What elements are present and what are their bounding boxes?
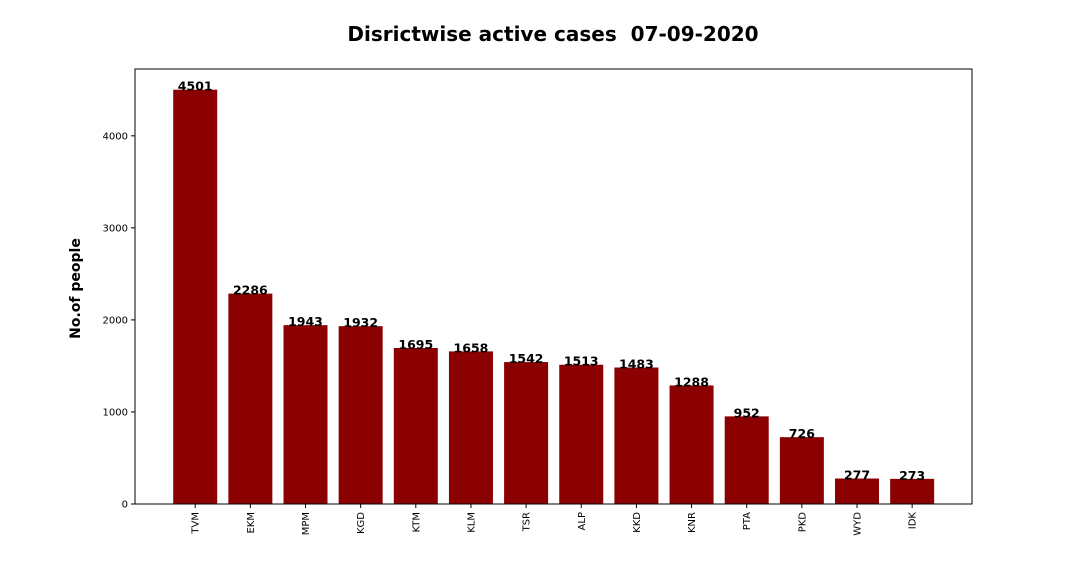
x-tick-label-ktm: KTM: [411, 512, 422, 533]
bar-value-label-tvm: 4501: [178, 79, 213, 94]
bar-value-label-klm: 1658: [454, 340, 489, 355]
bar-value-label-tsr: 1542: [509, 351, 544, 366]
x-tick-label-kgd: KGD: [356, 512, 367, 534]
bar-knr: [669, 385, 714, 504]
x-tick-label-knr: KNR: [687, 512, 698, 533]
x-tick-label-pkd: PKD: [797, 512, 808, 533]
bar-value-label-mpm: 1943: [288, 314, 323, 329]
bar-value-label-knr: 1288: [674, 374, 709, 389]
bar-tvm: [173, 89, 218, 504]
bar-value-label-pta: 952: [734, 405, 760, 420]
y-tick-label: 4000: [103, 131, 128, 142]
x-tick-label-ekm: EKM: [246, 512, 257, 534]
bar-value-label-idk: 273: [899, 468, 925, 483]
y-tick-label: 1000: [103, 407, 128, 418]
bar-ekm: [228, 293, 273, 504]
bar-klm: [448, 351, 493, 504]
bars-group: [173, 89, 935, 504]
x-tick-label-klm: KLM: [466, 512, 477, 533]
bar-kgd: [338, 326, 383, 504]
bar-value-label-pkd: 726: [789, 426, 815, 441]
x-tick-label-wyd: WYD: [853, 512, 864, 536]
x-tick-label-tvm: TVM: [191, 512, 202, 535]
plot-frame: [134, 68, 973, 505]
bar-kkd: [614, 367, 659, 504]
bar-labels-group: 4501 2286 1943 1932 1695 1658 1542 1513 1483 1288…: [178, 79, 925, 483]
bar-ktm: [393, 347, 438, 504]
bar-idk: [890, 478, 935, 504]
bar-wyd: [835, 478, 879, 504]
bar-value-label-alp: 1513: [564, 354, 599, 369]
x-tick-label-pta: PTA: [742, 512, 753, 530]
bar-tsr: [504, 362, 549, 504]
chart-title: Disrictwise active cases 07-09-2020: [347, 22, 759, 46]
y-tick-label: 0: [122, 500, 128, 511]
bar-value-label-wyd: 277: [844, 468, 870, 483]
x-axis: TVM EKM MPM KGD KTM KLM TSR ALP KKD KNR PTA PKD WYD I…: [191, 504, 919, 536]
x-tick-label-mpm: MPM: [301, 512, 312, 535]
bar-value-label-ekm: 2286: [233, 283, 268, 298]
bar-alp: [559, 364, 604, 504]
bar-value-label-kgd: 1932: [343, 315, 378, 330]
x-tick-label-idk: IDK: [908, 512, 919, 530]
y-axis-label: No.of people: [68, 238, 84, 339]
x-tick-label-kkd: KKD: [632, 512, 643, 533]
bar-pta: [724, 416, 769, 504]
x-tick-label-alp: ALP: [577, 512, 588, 530]
bar-mpm: [283, 325, 328, 504]
bar-value-label-kkd: 1483: [619, 356, 654, 371]
bar-pkd: [779, 437, 824, 504]
bar-value-label-ktm: 1695: [398, 337, 433, 352]
x-tick-label-tsr: TSR: [522, 512, 533, 532]
y-tick-label: 2000: [103, 315, 128, 326]
y-tick-label: 3000: [103, 223, 128, 234]
y-axis: 0 1000 2000 3000 4000: [103, 131, 135, 511]
